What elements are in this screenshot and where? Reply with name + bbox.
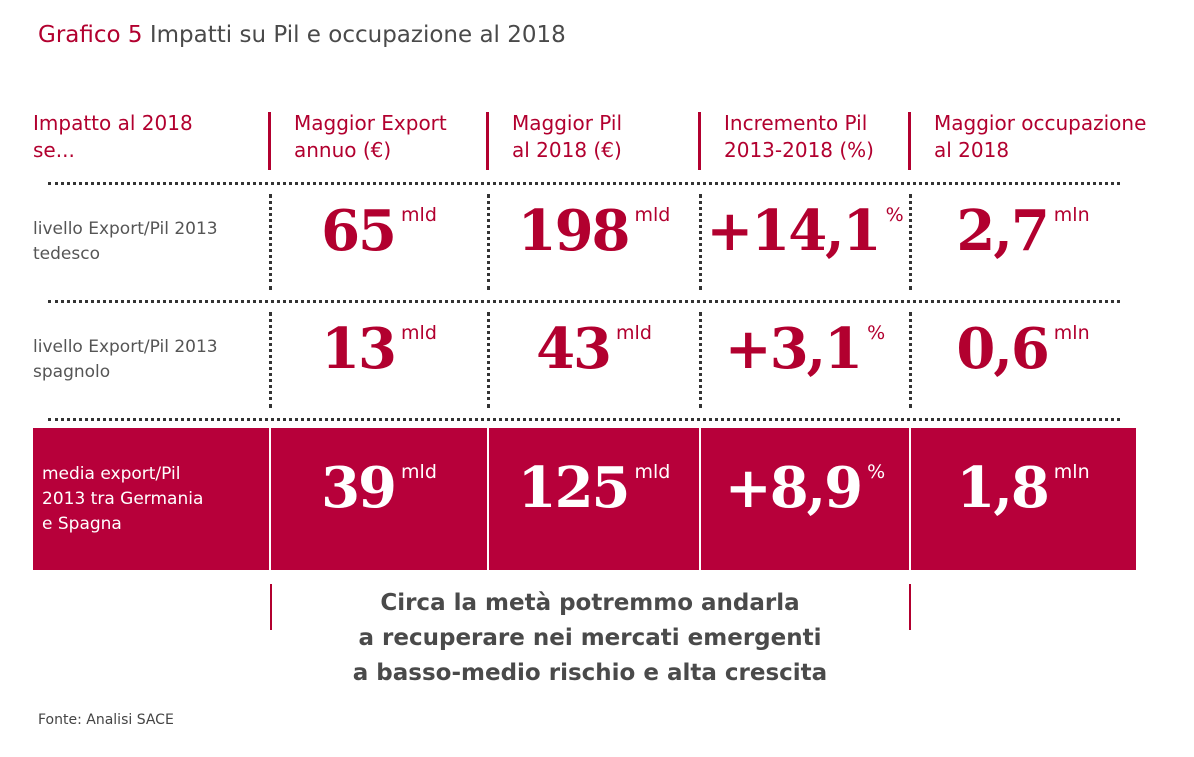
header-line: Maggior Pil xyxy=(512,111,623,135)
header-separator xyxy=(268,112,271,170)
value: 2,7 xyxy=(956,198,1049,264)
value-cell: 1,8 mln xyxy=(920,455,1126,521)
column-separator xyxy=(699,428,701,570)
value: 0,6 xyxy=(956,316,1049,382)
bracket-line xyxy=(909,584,911,630)
column-separator xyxy=(269,194,272,290)
title: Grafico 5 Impatti su Pil e occupazione a… xyxy=(38,22,566,48)
label-line: media export/Pil xyxy=(42,463,181,484)
column-separator xyxy=(487,312,490,408)
header-line: al 2018 (€) xyxy=(512,138,622,162)
unit: % xyxy=(867,461,886,483)
header-line: Maggior Export xyxy=(294,111,447,135)
header-line: se... xyxy=(33,138,75,162)
label-line: livello Export/Pil 2013 xyxy=(33,219,218,239)
header-separator xyxy=(698,112,701,170)
row-label: livello Export/Pil 2013 tedesco xyxy=(33,217,218,267)
row-label: livello Export/Pil 2013 spagnolo xyxy=(33,335,218,385)
column-header: Impatto al 2018 se... xyxy=(33,110,193,164)
value-cell: 2,7 mln xyxy=(920,198,1126,264)
header-line: annuo (€) xyxy=(294,138,392,162)
value-cell: +14,1% xyxy=(706,198,903,264)
label-line: e Spagna xyxy=(42,513,122,534)
source: Fonte: Analisi SACE xyxy=(38,712,174,728)
unit: % xyxy=(885,204,904,226)
value: 13 xyxy=(321,316,397,382)
value: 125 xyxy=(517,455,631,521)
label-line: spagnolo xyxy=(33,362,111,382)
header-line: Incremento Pil xyxy=(724,111,868,135)
note-line: a recuperare nei mercati emergenti xyxy=(358,625,822,651)
highlight-row xyxy=(33,428,1136,570)
value-cell: 65 mld xyxy=(280,198,478,264)
unit: mld xyxy=(634,204,671,226)
header-line: 2013-2018 (%) xyxy=(724,138,874,162)
column-separator xyxy=(269,428,271,570)
column-header: Maggior Export annuo (€) xyxy=(294,110,447,164)
unit: mld xyxy=(401,461,437,483)
value-cell: +3,1% xyxy=(710,316,900,382)
header-separator xyxy=(908,112,911,170)
note-line: Circa la metà potremmo andarla xyxy=(380,590,800,616)
unit: mln xyxy=(1053,461,1090,483)
header-line: Maggior occupazione xyxy=(934,111,1147,135)
value: +3,1 xyxy=(724,316,863,382)
unit: mld xyxy=(634,461,671,483)
value-cell: 13 mld xyxy=(280,316,478,382)
column-separator xyxy=(909,194,912,290)
unit: mld xyxy=(616,322,652,344)
value: +8,9 xyxy=(724,455,863,521)
unit: % xyxy=(867,322,886,344)
header-separator xyxy=(486,112,489,170)
label-line: livello Export/Pil 2013 xyxy=(33,337,218,357)
note-line: a basso-medio rischio e alta crescita xyxy=(352,660,828,686)
header-line: al 2018 xyxy=(934,138,1010,162)
column-separator xyxy=(699,194,702,290)
value-cell: 43 mld xyxy=(498,316,690,382)
title-text: Impatti su Pil e occupazione al 2018 xyxy=(149,22,566,48)
value: 1,8 xyxy=(956,455,1049,521)
label-line: tedesco xyxy=(33,244,100,264)
column-separator xyxy=(487,428,489,570)
note: Circa la metà potremmo andarla a recupera… xyxy=(270,586,910,691)
value: 198 xyxy=(517,198,631,264)
value-cell: 125 mld xyxy=(498,455,690,521)
dotted-rule xyxy=(48,300,1120,303)
value-cell: 39 mld xyxy=(280,455,478,521)
value-cell: 0,6 mln xyxy=(920,316,1126,382)
header-line: Impatto al 2018 xyxy=(33,111,193,135)
unit: mld xyxy=(401,322,437,344)
column-separator xyxy=(269,312,272,408)
column-header: Maggior occupazione al 2018 xyxy=(934,110,1146,164)
title-prefix: Grafico 5 xyxy=(38,22,143,48)
value: 43 xyxy=(536,316,612,382)
unit: mld xyxy=(401,204,437,226)
row-label: media export/Pil 2013 tra Germania e Spagn… xyxy=(42,462,203,537)
dotted-rule xyxy=(48,418,1120,421)
column-separator xyxy=(909,428,911,570)
column-separator xyxy=(487,194,490,290)
column-separator xyxy=(909,312,912,408)
bracket-line xyxy=(270,584,272,630)
column-separator xyxy=(699,312,702,408)
value-cell: +8,9% xyxy=(710,455,900,521)
value-cell: 198 mld xyxy=(498,198,690,264)
label-line: 2013 tra Germania xyxy=(42,488,204,509)
unit: mln xyxy=(1053,204,1090,226)
value: +14,1 xyxy=(706,198,881,264)
column-header: Maggior Pil al 2018 (€) xyxy=(512,110,622,164)
column-header: Incremento Pil 2013-2018 (%) xyxy=(724,110,874,164)
dotted-rule xyxy=(48,182,1120,185)
value: 65 xyxy=(321,198,397,264)
value: 39 xyxy=(321,455,397,521)
unit: mln xyxy=(1053,322,1090,344)
